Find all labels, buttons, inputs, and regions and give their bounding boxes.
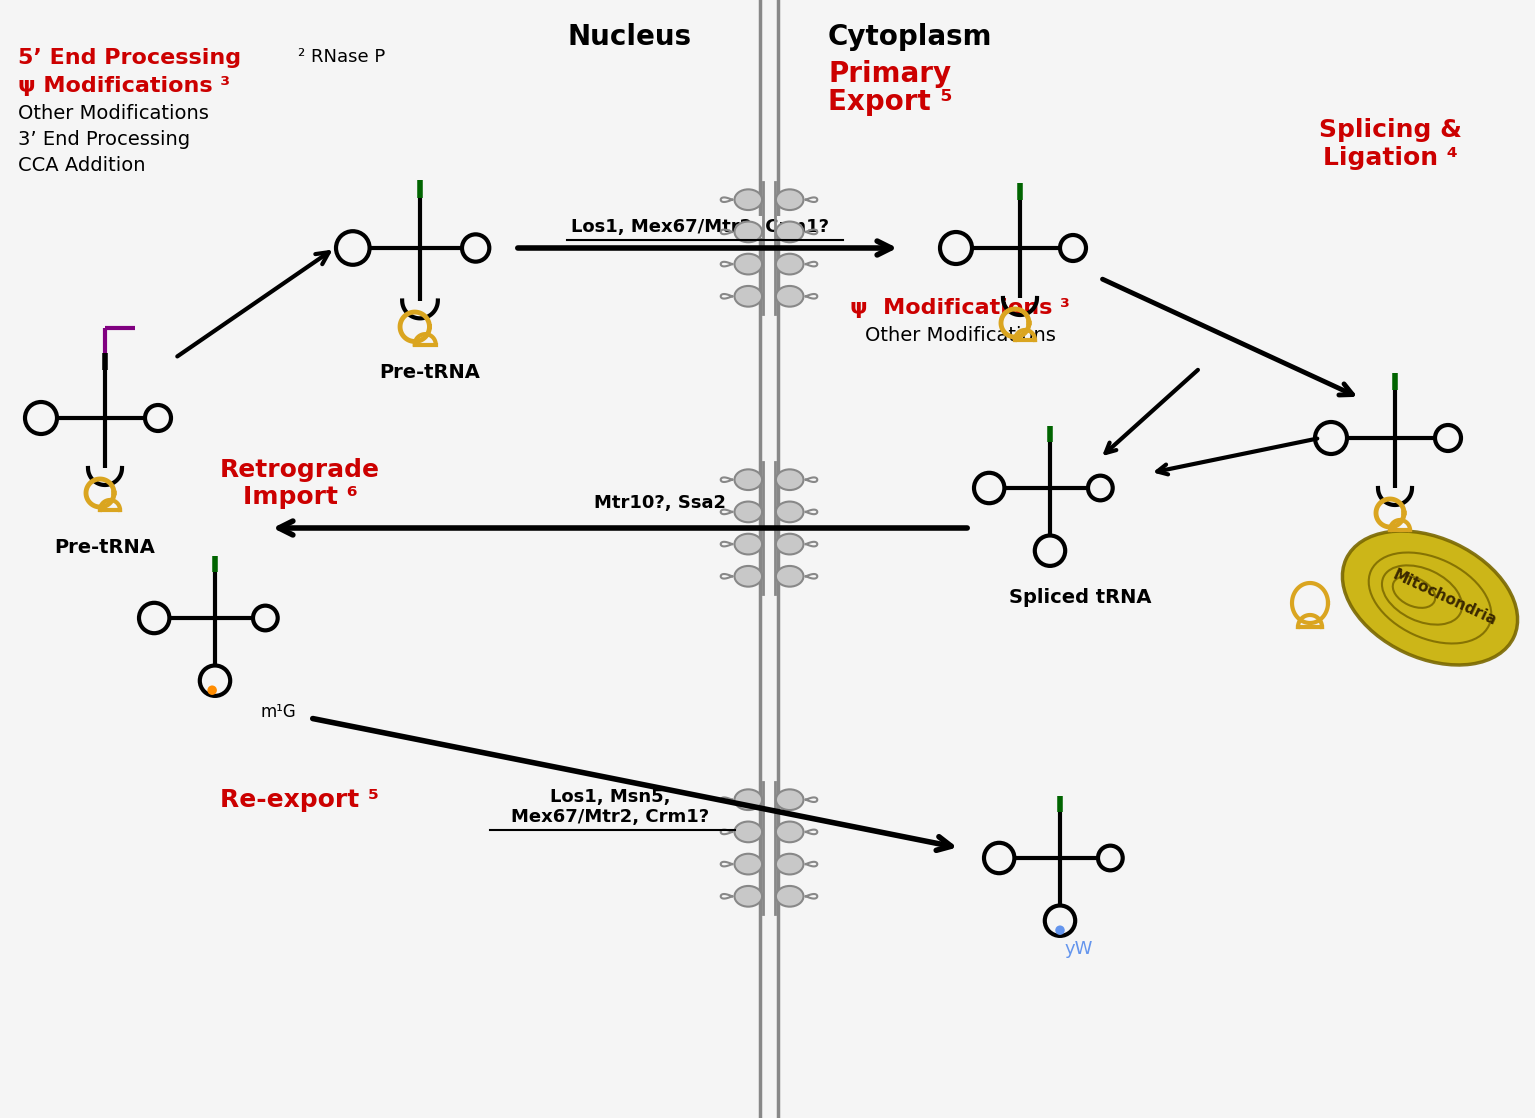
Ellipse shape — [775, 885, 803, 907]
Text: Export ⁵: Export ⁵ — [827, 88, 952, 116]
Ellipse shape — [735, 885, 761, 907]
Text: Pre-tRNA: Pre-tRNA — [55, 538, 155, 557]
Text: ψ Modifications ³: ψ Modifications ³ — [18, 76, 230, 96]
Text: ² RNase P: ² RNase P — [298, 48, 385, 66]
Text: 3’ End Processing: 3’ End Processing — [18, 130, 190, 149]
Ellipse shape — [775, 789, 803, 811]
Text: Los1, Mex67/Mtr2, Crm1?: Los1, Mex67/Mtr2, Crm1? — [571, 218, 829, 236]
Ellipse shape — [735, 533, 761, 555]
Text: m¹G: m¹G — [259, 703, 296, 721]
Text: Spliced tRNA: Spliced tRNA — [1008, 588, 1151, 607]
Ellipse shape — [775, 533, 803, 555]
Ellipse shape — [735, 221, 761, 243]
Text: Other Modifications: Other Modifications — [18, 104, 209, 123]
Ellipse shape — [1343, 531, 1518, 665]
Text: Mitochondria: Mitochondria — [1391, 567, 1500, 628]
Text: Ligation ⁴: Ligation ⁴ — [1323, 146, 1457, 170]
Text: Re-export ⁵: Re-export ⁵ — [221, 788, 379, 812]
Text: Import ⁶: Import ⁶ — [243, 485, 358, 509]
Ellipse shape — [735, 854, 761, 874]
Text: 5’ End Processing: 5’ End Processing — [18, 48, 249, 68]
Text: Pre-tRNA: Pre-tRNA — [379, 363, 480, 382]
Ellipse shape — [775, 566, 803, 587]
Text: Cytoplasm: Cytoplasm — [827, 23, 992, 51]
Ellipse shape — [775, 470, 803, 490]
Ellipse shape — [775, 189, 803, 210]
Ellipse shape — [735, 286, 761, 306]
Ellipse shape — [735, 470, 761, 490]
Text: CCA Addition: CCA Addition — [18, 157, 146, 176]
Ellipse shape — [735, 189, 761, 210]
Text: yW: yW — [1065, 940, 1093, 958]
Ellipse shape — [775, 822, 803, 842]
Text: Other Modifications: Other Modifications — [864, 326, 1056, 345]
Ellipse shape — [775, 254, 803, 274]
Ellipse shape — [775, 854, 803, 874]
Text: Los1, Msn5,: Los1, Msn5, — [550, 788, 671, 806]
Text: Primary: Primary — [829, 60, 952, 88]
Circle shape — [207, 685, 216, 695]
Ellipse shape — [735, 789, 761, 811]
Ellipse shape — [735, 502, 761, 522]
Ellipse shape — [735, 822, 761, 842]
Text: Mex67/Mtr2, Crm1?: Mex67/Mtr2, Crm1? — [511, 808, 709, 826]
Text: Mtr10?, Ssa2: Mtr10?, Ssa2 — [594, 494, 726, 512]
Ellipse shape — [735, 254, 761, 274]
Text: Nucleus: Nucleus — [568, 23, 692, 51]
Ellipse shape — [775, 286, 803, 306]
Text: Retrograde: Retrograde — [220, 458, 381, 482]
Ellipse shape — [735, 566, 761, 587]
Text: ψ  Modifications ³: ψ Modifications ³ — [850, 299, 1070, 318]
Circle shape — [1055, 926, 1065, 935]
Text: Splicing &: Splicing & — [1319, 119, 1461, 142]
Ellipse shape — [775, 502, 803, 522]
Ellipse shape — [775, 221, 803, 243]
